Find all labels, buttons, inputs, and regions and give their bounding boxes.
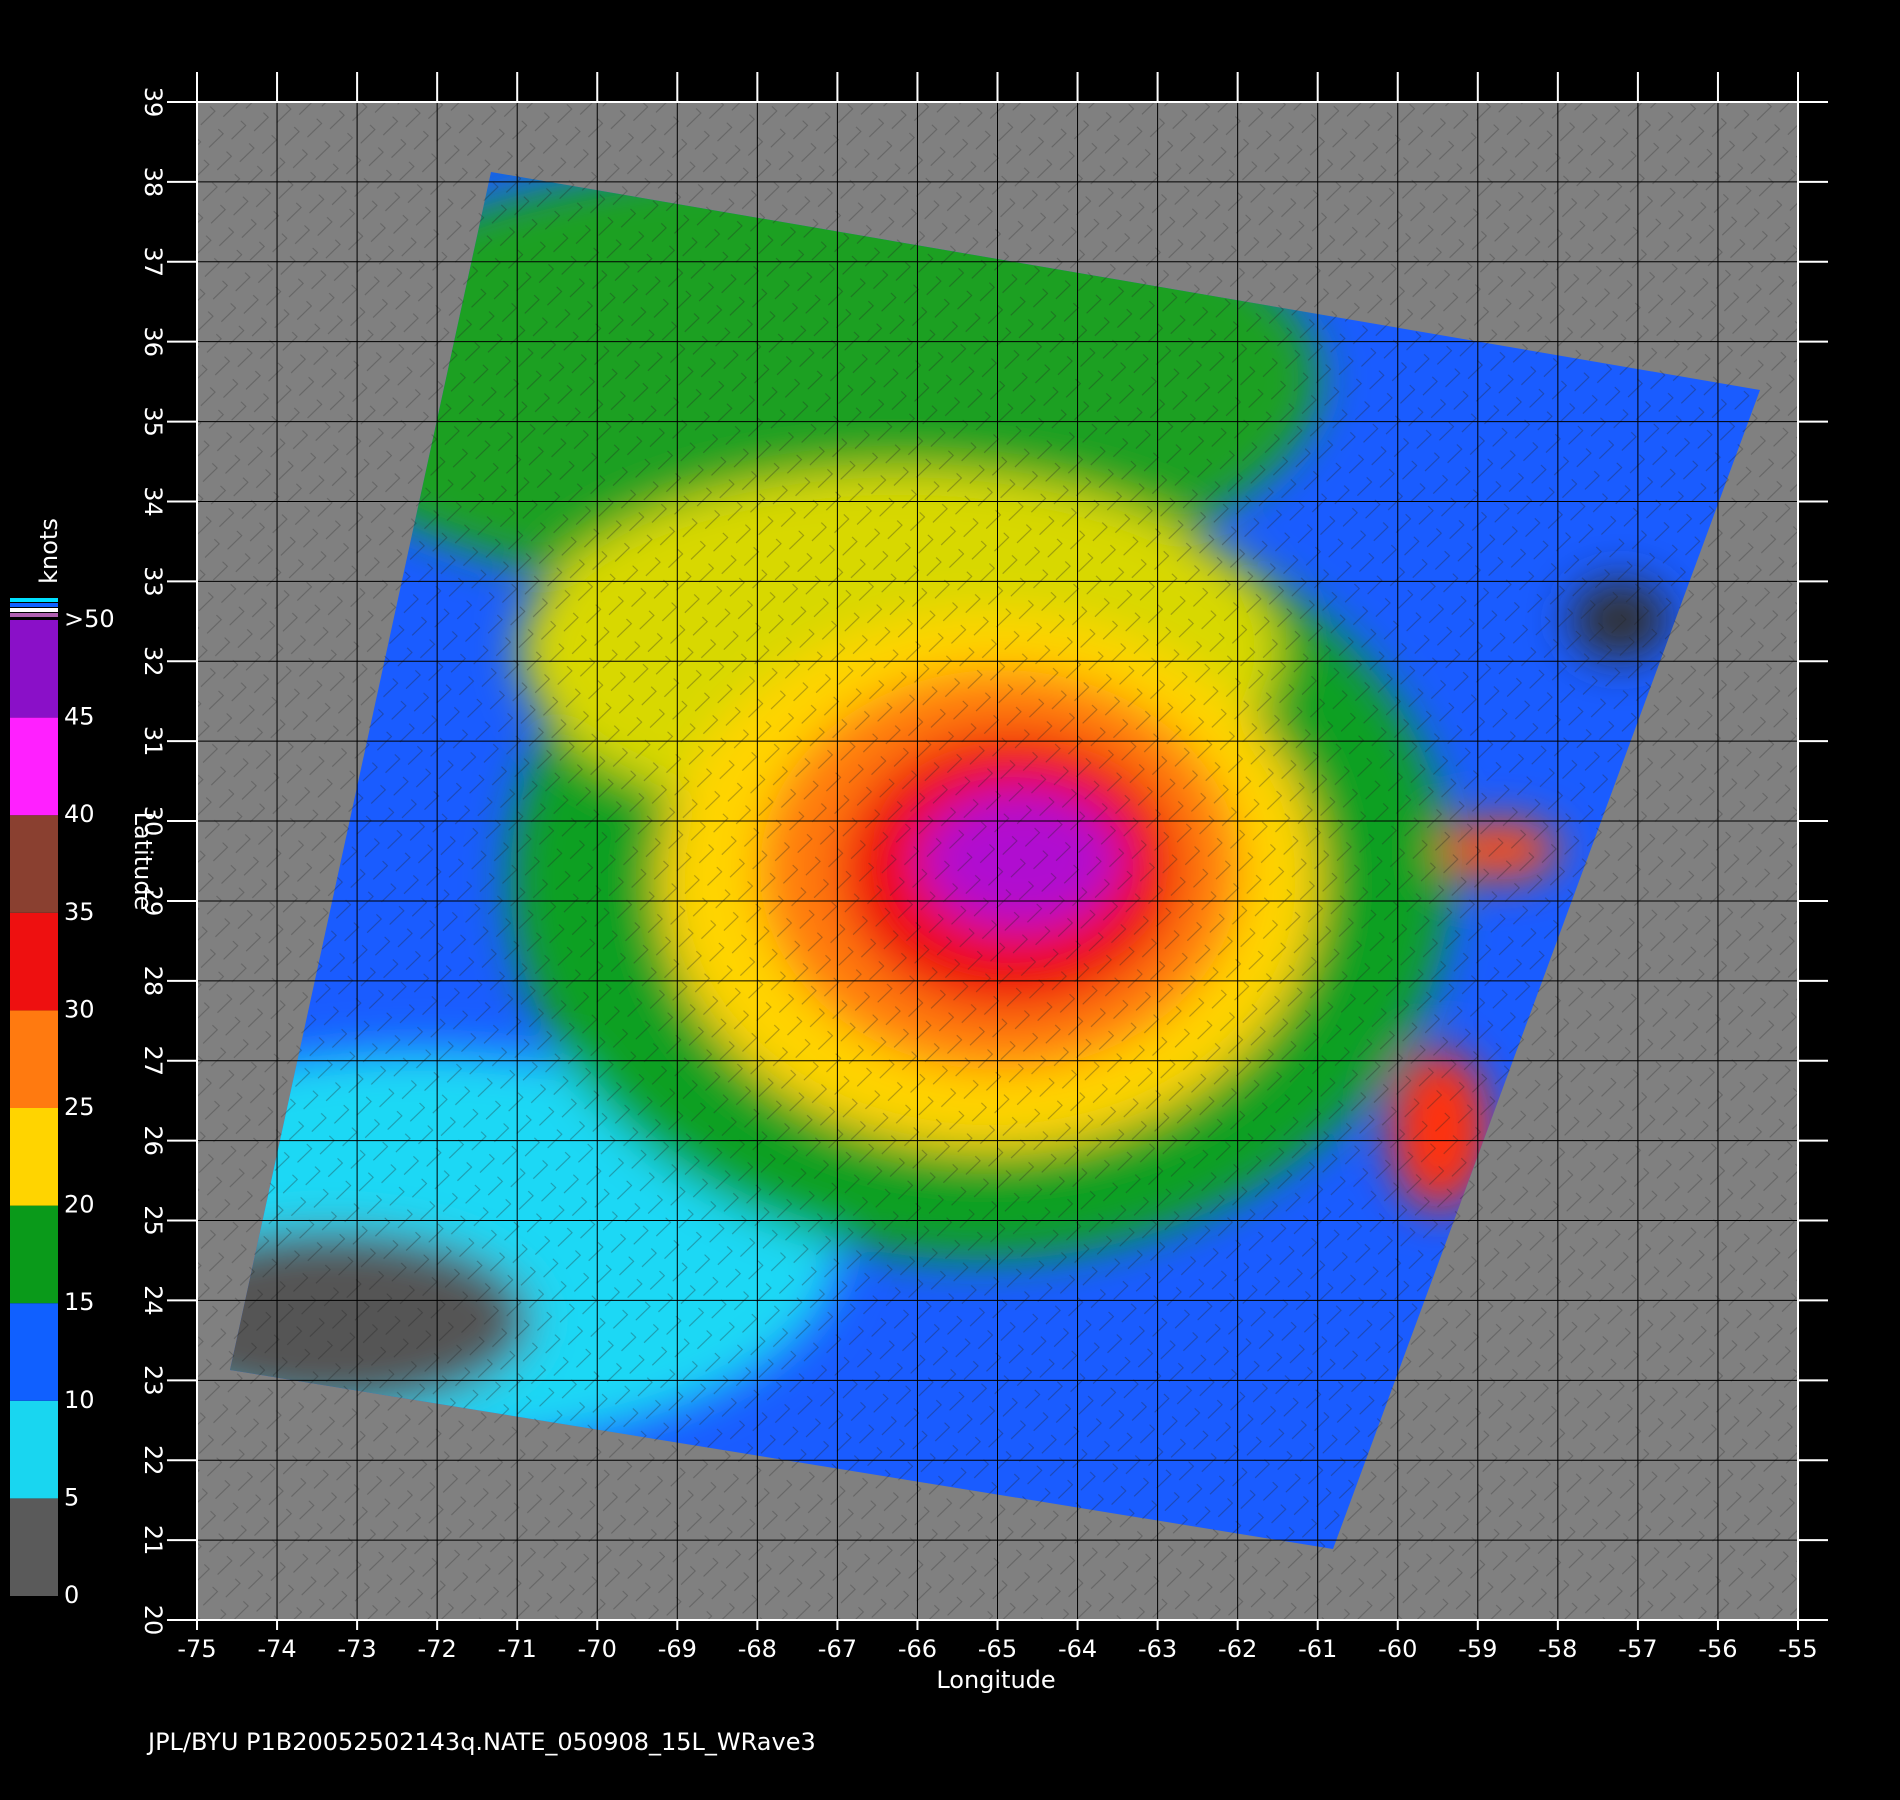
x-tick-label: -74 (257, 1635, 296, 1663)
y-tick-label: 24 (139, 1285, 167, 1316)
x-tick-label: -69 (658, 1635, 697, 1663)
y-tick-label: 29 (139, 886, 167, 917)
colorbar-band (10, 815, 58, 913)
y-axis-label: Latitude (129, 812, 157, 911)
colorbar-band (10, 1108, 58, 1206)
colorbar-label: 35 (64, 898, 95, 926)
x-tick-label: -65 (978, 1635, 1017, 1663)
x-tick-label: -73 (337, 1635, 376, 1663)
x-tick-label: -67 (818, 1635, 857, 1663)
y-tick-label: 38 (139, 167, 167, 198)
y-tick-label: 22 (139, 1445, 167, 1476)
plot-frame (196, 101, 1799, 1621)
x-tick-label: -66 (898, 1635, 937, 1663)
y-tick-label: 25 (139, 1205, 167, 1236)
colorbar-label: 30 (64, 995, 95, 1023)
y-tick-label: 33 (139, 566, 167, 597)
x-tick-label: -70 (578, 1635, 617, 1663)
colorbar-label: 40 (64, 800, 95, 828)
colorbar-band (10, 912, 58, 1011)
x-tick-label: -63 (1138, 1635, 1177, 1663)
colorbar-band (10, 620, 58, 718)
x-tick-label: -55 (1778, 1635, 1817, 1663)
colorbar-label: 45 (64, 703, 95, 731)
colorbar-band (10, 1498, 58, 1596)
y-tick-label: 26 (139, 1125, 167, 1156)
x-tick-label: -58 (1538, 1635, 1577, 1663)
colorbar-band (10, 1303, 58, 1401)
x-tick-label: -56 (1698, 1635, 1737, 1663)
x-tick-label: -71 (498, 1635, 537, 1663)
colorbar-label: 0 (64, 1581, 79, 1609)
y-tick-label: 37 (139, 247, 167, 278)
x-tick-label: -57 (1618, 1635, 1657, 1663)
colorbar-label: 25 (64, 1093, 95, 1121)
colorbar-cap (10, 613, 58, 617)
y-tick-label: 31 (139, 726, 167, 757)
colorbar-label: >50 (64, 605, 115, 633)
colorbar-band (10, 1400, 58, 1499)
x-axis-label: Longitude (936, 1666, 1055, 1694)
y-tick-label: 20 (139, 1605, 167, 1636)
x-tick-label: -62 (1218, 1635, 1257, 1663)
colorbar-label: 20 (64, 1191, 95, 1219)
y-tick-label: 35 (139, 406, 167, 437)
x-tick-label: -61 (1298, 1635, 1337, 1663)
y-tick-label: 28 (139, 966, 167, 997)
footer: JPL/BYU P1B20052502143q.NATE_050908_15L_… (146, 1728, 816, 1756)
y-tick-label: 27 (139, 1045, 167, 1076)
colorbar-label: 10 (64, 1386, 95, 1414)
colorbar-title: knots (35, 518, 63, 584)
x-tick-label: -72 (418, 1635, 457, 1663)
y-tick-label: 39 (139, 87, 167, 118)
colorbar-label: 5 (64, 1483, 79, 1511)
y-tick-label: 30 (139, 806, 167, 837)
x-tick-label: -64 (1058, 1635, 1097, 1663)
y-tick-label: 23 (139, 1365, 167, 1396)
colorbar-band (10, 1205, 58, 1304)
y-tick-label: 36 (139, 326, 167, 357)
colorbar-cap (10, 608, 58, 612)
y-tick-label: 32 (139, 646, 167, 677)
x-tick-label: -68 (738, 1635, 777, 1663)
x-tick-label: -59 (1458, 1635, 1497, 1663)
x-tick-label: -60 (1378, 1635, 1417, 1663)
x-tick-label: -75 (177, 1635, 216, 1663)
axes: -75 -74 -73 -72 -71 -70 -69 -68 -67 -66 -65 -64 -63 -… (10, 72, 1828, 1663)
colorbar-band (10, 717, 58, 816)
colorbar-label: 15 (64, 1288, 95, 1316)
colorbar-cap (10, 603, 58, 607)
colorbar-cap (10, 598, 58, 602)
y-tick-label: 34 (139, 486, 167, 517)
y-tick-label: 21 (139, 1525, 167, 1556)
colorbar-band (10, 1010, 58, 1108)
